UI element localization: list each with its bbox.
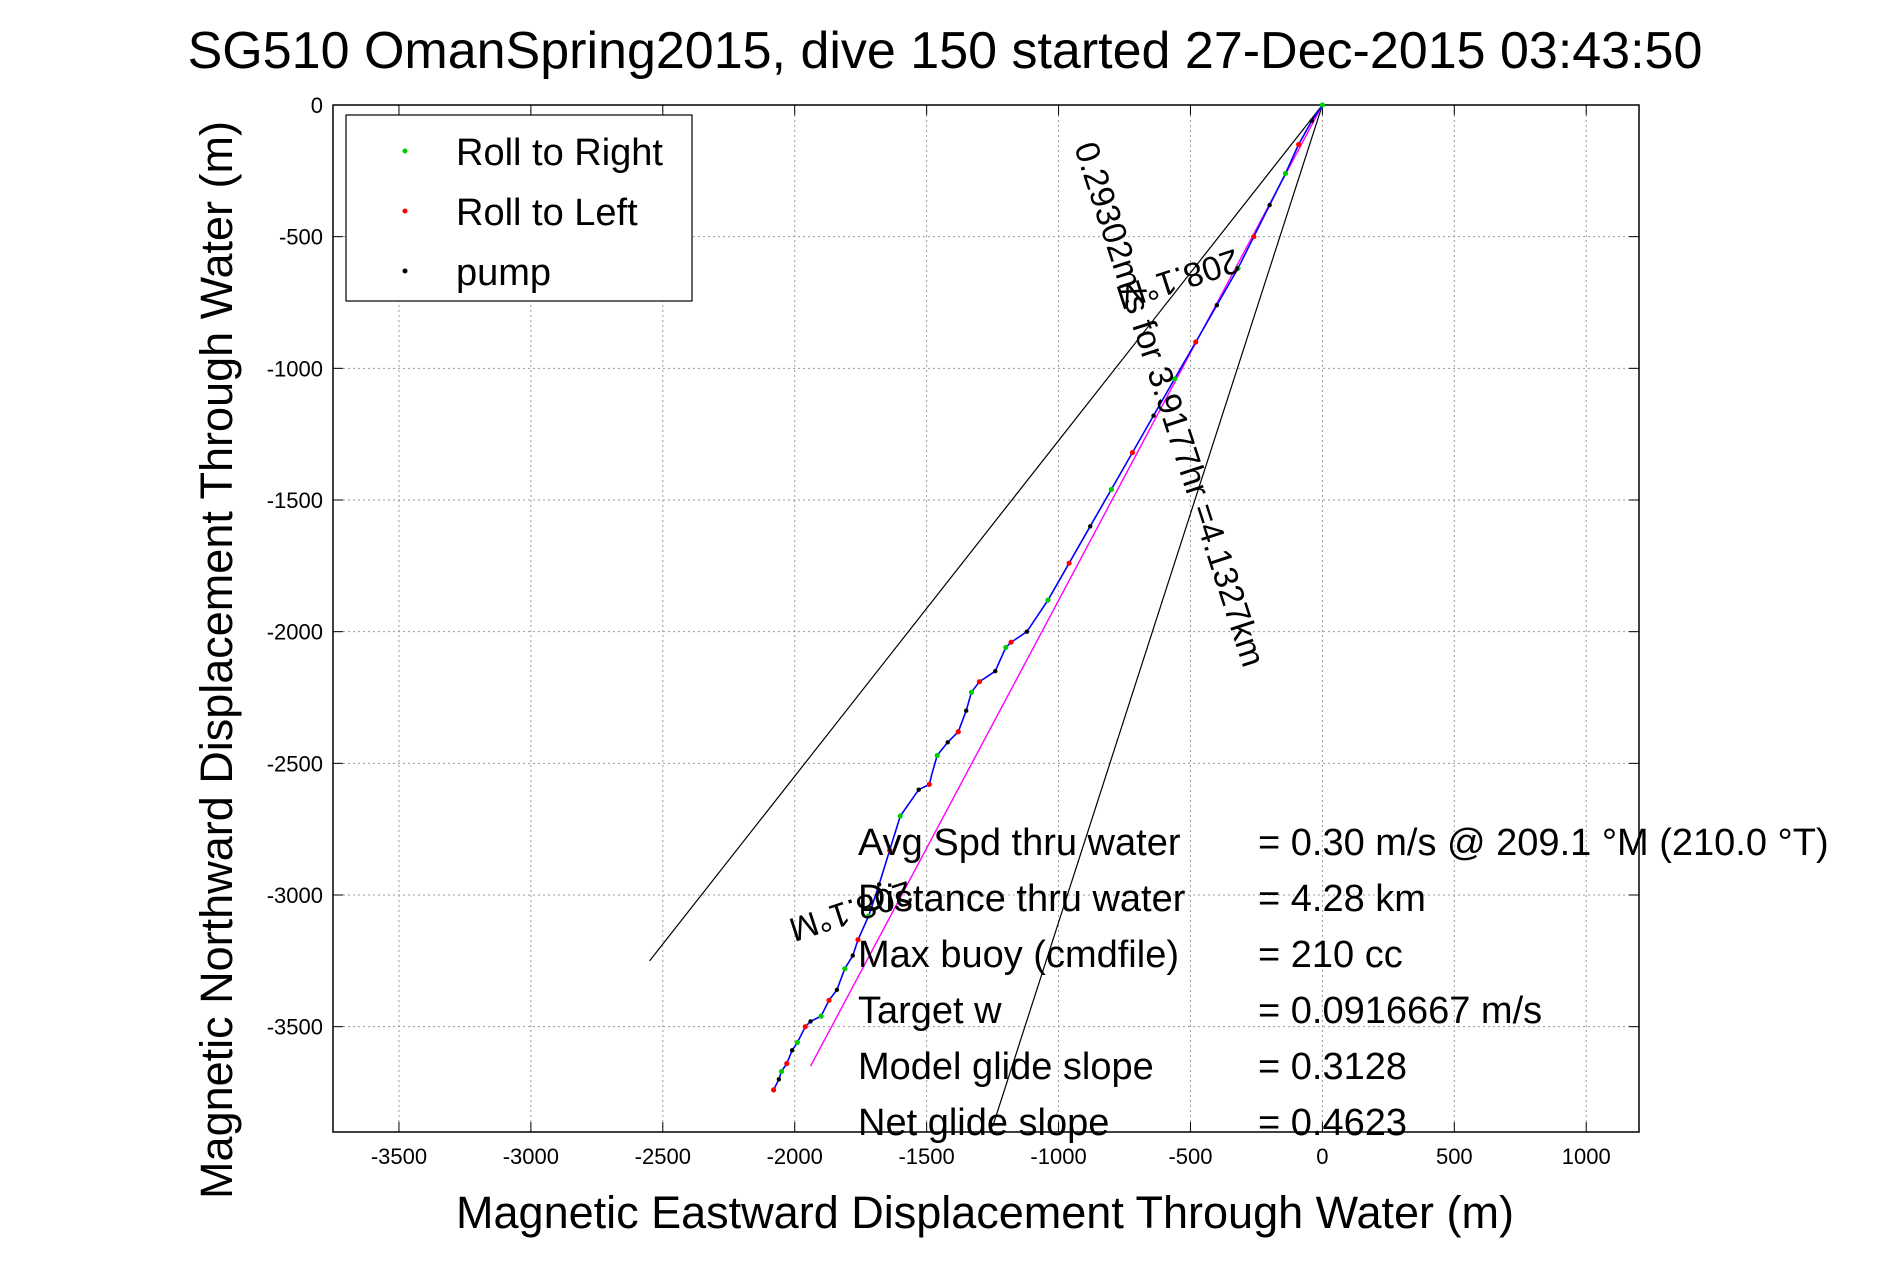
y-tick-label: -2000: [267, 620, 323, 645]
stat-label: Avg Spd thru water: [858, 822, 1181, 864]
y-tick-label: -500: [279, 225, 323, 250]
pump-point: [1309, 118, 1315, 124]
legend: Roll to Right Roll to Left pump: [345, 114, 693, 302]
roll-left-point: [976, 679, 983, 685]
roll-left-point: [1008, 639, 1014, 645]
pump-point: [850, 953, 855, 958]
y-tick-label: -2500: [267, 751, 323, 776]
pump-point: [789, 1048, 795, 1053]
roll-right-point: [1172, 376, 1178, 382]
stat-value: = 210 cc: [1258, 934, 1403, 976]
stat-value: = 0.3128: [1258, 1046, 1407, 1088]
legend-label: pump: [456, 252, 551, 294]
legend-label: Roll to Left: [456, 192, 638, 234]
roll-left-point: [955, 729, 961, 735]
roll-right-point: [1319, 102, 1325, 108]
roll-left-point: [802, 1024, 808, 1030]
fan-line: [992, 104, 1323, 1127]
y-tick-label: -1500: [267, 488, 323, 513]
roll-right-point: [1045, 597, 1051, 603]
x-tick-label: -3500: [371, 1144, 427, 1169]
roll-left-point: [826, 997, 832, 1003]
pump-point: [964, 708, 969, 713]
y-tick-label: -1000: [267, 356, 323, 381]
roll-left-point: [1193, 339, 1199, 345]
stat-label: Net glide slope: [858, 1102, 1109, 1144]
roll-left-point: [926, 781, 932, 788]
pump-point: [916, 787, 921, 792]
pump-point: [1214, 302, 1220, 308]
legend-marker: [402, 268, 408, 274]
chart-title: SG510 OmanSpring2015, dive 150 started 2…: [188, 22, 1703, 80]
y-tick-label: -3000: [267, 883, 323, 908]
legend-marker: [402, 208, 408, 214]
x-tick-label: -2000: [767, 1144, 823, 1169]
roll-right-point: [1282, 170, 1289, 177]
pump-point: [776, 1077, 782, 1082]
roll-left-point: [1129, 450, 1136, 456]
pump-point: [876, 882, 882, 887]
y-tick-label: 0: [311, 93, 323, 118]
roll-right-point: [818, 1013, 824, 1019]
pump-point: [1267, 202, 1272, 208]
stat-value: = 0.30 m/s @ 209.1 °M (210.0 °T): [1258, 822, 1829, 864]
pump-point: [993, 668, 998, 674]
x-tick-label: -1500: [898, 1144, 954, 1169]
legend-label: Roll to Right: [456, 132, 663, 174]
roll-right-point: [934, 752, 940, 759]
roll-left-point: [887, 847, 893, 853]
y-tick-label: -3500: [267, 1015, 323, 1040]
x-tick-label: 500: [1436, 1144, 1473, 1169]
pump-point: [1088, 524, 1093, 529]
stat-value: = 4.28 km: [1258, 878, 1426, 920]
stat-label: Max buoy (cmdfile): [858, 934, 1179, 976]
roll-right-point: [778, 1068, 785, 1075]
stat-value: = 0.0916667 m/s: [1258, 990, 1542, 1032]
roll-right-point: [842, 966, 848, 972]
x-axis-label: Magnetic Eastward Displacement Through W…: [456, 1187, 1514, 1238]
roll-right-point: [865, 913, 872, 919]
plot-points: [771, 102, 1325, 1093]
roll-right-point: [1003, 644, 1009, 651]
stats-block: Avg Spd thru water = 0.30 m/s @ 209.1 °M …: [858, 822, 1829, 1144]
x-tick-label: -2500: [635, 1144, 691, 1169]
x-tick-label: -500: [1168, 1144, 1212, 1169]
pump-point: [808, 1019, 813, 1024]
pump-point: [1024, 629, 1030, 634]
roll-left-point: [784, 1060, 790, 1067]
roll-left-point: [1066, 560, 1072, 566]
roll-right-point: [794, 1039, 800, 1046]
roll-left-point: [1251, 234, 1257, 240]
plot-lines: [649, 104, 1324, 1127]
stat-label: Target w: [858, 990, 1002, 1032]
fan-line: [649, 104, 1323, 962]
x-tick-label: -3000: [503, 1144, 559, 1169]
x-tick-label: 0: [1316, 1144, 1328, 1169]
y-axis-label: Magnetic Northward Displacement Through …: [191, 121, 242, 1199]
roll-right-point: [968, 689, 975, 695]
roll-right-point: [1235, 265, 1241, 271]
plot-frame: [332, 104, 1640, 1133]
axis-ticks: -3500 -3000 -2500 -2000 -1500 -1000 -500 0 500 10…: [267, 93, 1639, 1169]
stat-label: Model glide slope: [858, 1046, 1154, 1088]
roll-left-point: [771, 1087, 777, 1093]
legend-marker: [402, 148, 408, 154]
x-tick-label: -1000: [1030, 1144, 1086, 1169]
roll-right-point: [1108, 486, 1114, 493]
pump-point: [834, 987, 840, 992]
roll-left-point: [855, 937, 861, 943]
stat-value: = 0.4623: [1258, 1102, 1407, 1144]
roll-right-point: [897, 813, 903, 819]
stat-label: Distance thru water: [858, 878, 1186, 920]
pump-point: [945, 740, 950, 745]
model-course-line: [809, 104, 1324, 1067]
roll-left-point: [1296, 141, 1302, 148]
pump-point: [1151, 413, 1156, 418]
x-tick-label: 1000: [1562, 1144, 1611, 1169]
